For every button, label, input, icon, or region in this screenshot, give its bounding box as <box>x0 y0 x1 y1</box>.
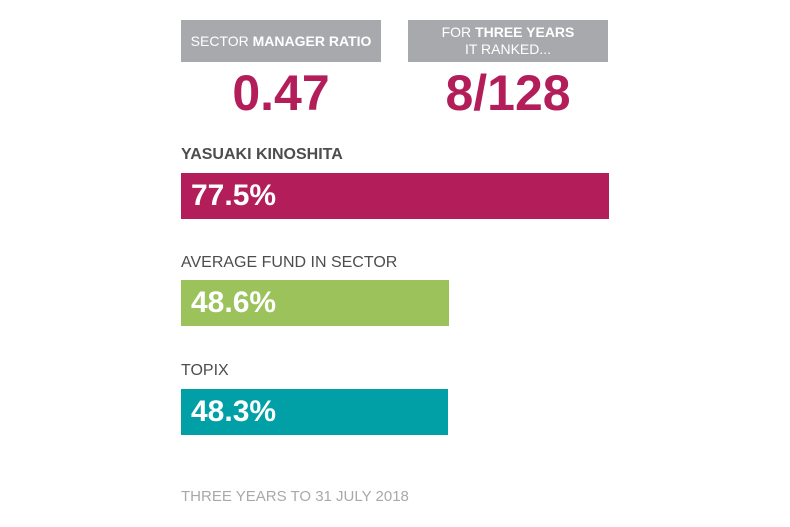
bar-topix: 48.3% <box>181 389 448 435</box>
rank-label-prefix: FOR <box>441 24 476 40</box>
sector-manager-ratio-header: SECTOR MANAGER RATIO <box>181 20 381 62</box>
bar-label-manager: YASUAKI KINOSHITA <box>181 146 343 163</box>
rank-label-bold: THREE YEARS <box>475 24 575 40</box>
rank-header: FOR THREE YEARS IT RANKED... <box>408 20 608 62</box>
ratio-value: 0.47 <box>232 65 330 121</box>
ratio-label-prefix: SECTOR <box>190 32 253 49</box>
rank-label-line2: IT RANKED... <box>464 41 552 57</box>
bar-label-topix: TOPIX <box>181 362 229 379</box>
bar-label-sector-average: AVERAGE FUND IN SECTOR <box>181 254 398 271</box>
data-label-sector-average: 48.6% <box>191 286 277 319</box>
footnote: THREE YEARS TO 31 JULY 2018 <box>181 488 409 505</box>
bar-manager: 77.5% <box>181 173 609 219</box>
rank-value: 8/128 <box>445 65 571 121</box>
bar-sector-average: 48.6% <box>181 280 450 326</box>
data-label-topix: 48.3% <box>191 395 277 428</box>
data-label-manager: 77.5% <box>191 179 277 212</box>
ratio-label-bold: MANAGER RATIO <box>252 32 372 49</box>
